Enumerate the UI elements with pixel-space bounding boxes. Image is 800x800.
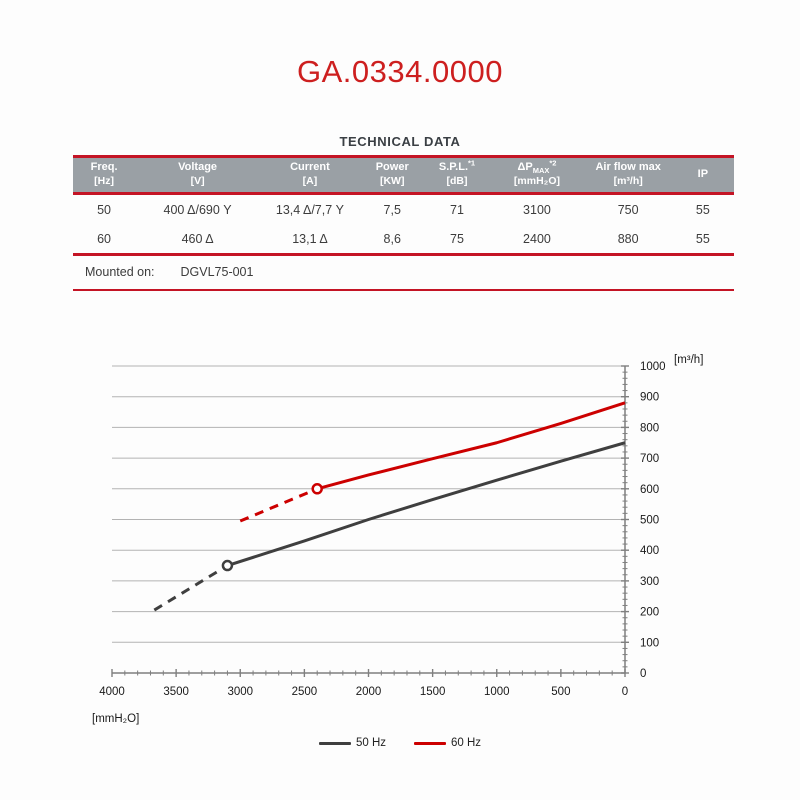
column-label: Air flow max: [595, 161, 661, 174]
cell-spl: 71: [450, 202, 464, 217]
column-label: Power: [375, 161, 409, 174]
chart-legend: 50 Hz 60 Hz: [0, 737, 800, 749]
x-tick-label: 2000: [356, 686, 382, 698]
column-header-power: Power [KW]: [360, 158, 425, 192]
column-header-airflow: Air flow max [m³/h]: [585, 158, 672, 192]
cell-power: 7,5: [383, 202, 401, 217]
column-header-spl: S.P.L.*1 [dB]: [425, 158, 490, 192]
mounted-on-label: Mounted on:: [85, 265, 155, 279]
x-tick-label: 1500: [420, 686, 446, 698]
y-tick-label: 200: [640, 607, 659, 619]
y-tick-label: 100: [640, 637, 659, 649]
mounted-on-value: DGVL75-001: [180, 265, 254, 279]
x-tick-label: 2500: [292, 686, 318, 698]
curve-50hz: [226, 441, 626, 567]
column-header-ip: IP: [672, 158, 734, 192]
legend-item-50hz: 50 Hz: [318, 737, 386, 749]
curve-dashed-50hz: [153, 564, 229, 612]
column-unit: [KW]: [379, 174, 405, 187]
legend-label-50hz: 50 Hz: [355, 737, 386, 749]
y-tick-label: 400: [640, 545, 659, 557]
performance-chart: 4000 3500 3000 2500 2000 1500 1000 500 0 [mmH₂O] 0…: [92, 354, 703, 725]
x-tick-label: 3000: [227, 686, 253, 698]
column-unit: [Hz]: [94, 174, 114, 187]
y-tick-label: 700: [640, 453, 659, 465]
cell-spl: 75: [450, 231, 464, 246]
cell-voltage: 400 Δ/690 Y: [163, 202, 232, 217]
column-footnote-mark: *1: [468, 158, 476, 168]
table-body: 50 400 Δ/690 Y 13,4 Δ/7,7 Y 7,5 71 3100 …: [73, 195, 734, 256]
curve-dashed-60hz: [239, 487, 318, 523]
section-title-technical-data: TECHNICAL DATA: [339, 134, 461, 149]
legend-swatch-50hz: [318, 741, 351, 745]
column-label: Freq.: [90, 161, 118, 174]
x-tick-label: 4000: [99, 686, 125, 698]
cell-ip: 55: [695, 202, 710, 217]
mounted-on-row: Mounted on: DGVL75-001: [73, 256, 734, 291]
cell-ip: 55: [695, 231, 710, 246]
column-subscript: MAX: [532, 166, 550, 176]
column-unit: [A]: [302, 174, 318, 187]
column-label: Voltage: [178, 161, 218, 174]
cell-freq: 60: [97, 231, 112, 246]
column-header-delta-p-max: ΔPMAX*2 [mmH₂O]: [489, 158, 584, 192]
y-tick-label: 800: [640, 422, 659, 434]
column-footnote-mark: *2: [549, 158, 557, 168]
column-label: ΔP: [517, 161, 533, 174]
y-tick-label: 300: [640, 576, 659, 588]
table-row-60hz: 60 460 Δ 13,1 Δ 8,6 75 2400 880 55: [73, 224, 734, 253]
cell-airflow: 750: [617, 202, 639, 217]
x-tick-label: 3500: [163, 686, 189, 698]
cell-airflow: 880: [617, 231, 639, 246]
cell-delta-p-max: 2400: [523, 231, 551, 246]
cell-current: 13,4 Δ/7,7 Y: [275, 202, 344, 217]
column-unit: [V]: [190, 174, 205, 187]
y-tick-label: 0: [640, 668, 646, 680]
legend-swatch-60hz: [414, 741, 446, 745]
column-unit: [m³/h]: [613, 174, 643, 187]
legend-item-60hz: 60 Hz: [414, 737, 481, 749]
y-tick-label: 500: [640, 515, 659, 527]
x-tick-label: 1000: [484, 686, 510, 698]
column-header-freq: Freq. [Hz]: [73, 158, 135, 192]
x-tick-label: 500: [551, 686, 570, 698]
marker-50hz: [221, 559, 234, 572]
y-axis-unit-label: [m³/h]: [674, 354, 703, 366]
column-unit: [dB]: [446, 174, 468, 187]
column-label: IP: [697, 167, 709, 180]
curve-60hz: [316, 401, 626, 491]
column-label: S.P.L.: [438, 161, 469, 174]
column-header-current: Current [A]: [260, 158, 360, 192]
page-title: GA.0334.0000: [297, 54, 503, 89]
y-tick-label: 900: [640, 392, 659, 404]
column-header-voltage: Voltage [V]: [135, 158, 260, 192]
cell-delta-p-max: 3100: [523, 202, 551, 217]
x-tick-label: 0: [622, 686, 628, 698]
legend-label-60hz: 60 Hz: [451, 737, 482, 749]
table-row-50hz: 50 400 Δ/690 Y 13,4 Δ/7,7 Y 7,5 71 3100 …: [73, 195, 734, 224]
column-unit: [mmH₂O]: [513, 174, 560, 187]
x-axis-unit-label: [mmH₂O]: [92, 713, 139, 725]
cell-voltage: 460 Δ: [181, 231, 214, 246]
cell-current: 13,1 Δ: [292, 231, 328, 246]
marker-60hz: [311, 483, 323, 495]
y-tick-label: 600: [640, 484, 659, 496]
cell-power: 8,6: [383, 231, 401, 246]
y-tick-label: 1000: [640, 361, 666, 373]
technical-data-table: Freq. [Hz] Voltage [V] Current [A] Power…: [73, 155, 734, 291]
column-label: Current: [290, 161, 330, 174]
cell-freq: 50: [97, 202, 112, 217]
table-header-row: Freq. [Hz] Voltage [V] Current [A] Power…: [73, 155, 734, 195]
